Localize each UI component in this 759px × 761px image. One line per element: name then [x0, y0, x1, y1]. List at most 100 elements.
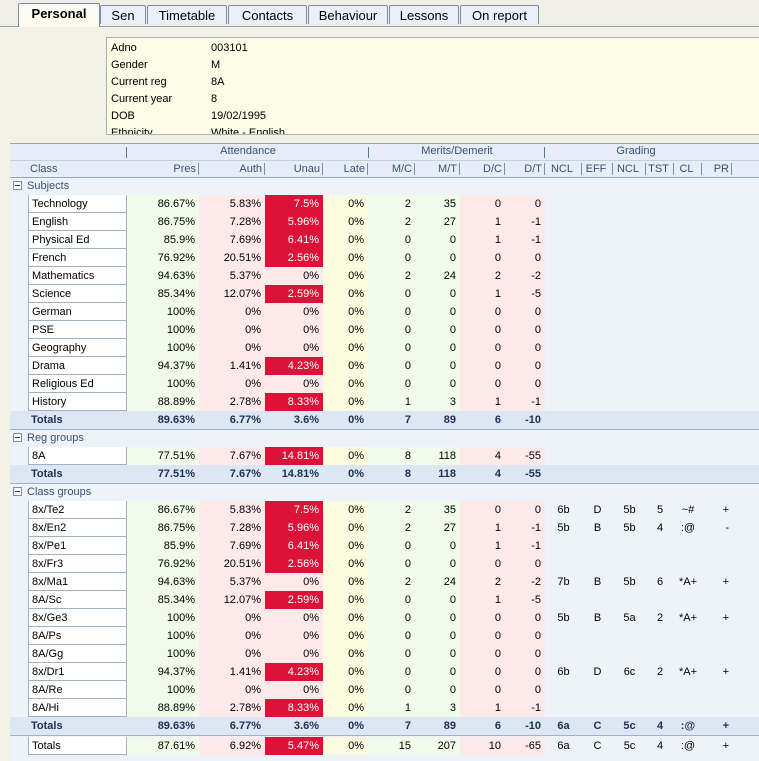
table-row[interactable]: Technology 86.67% 5.83% 7.5% 0% 2 35 0 0	[10, 195, 759, 213]
table-row[interactable]: 8x/Ma1 94.63% 5.37% 0% 0% 2 24 2 -2 7b B 5b 6 *A+ +	[10, 573, 759, 591]
col-tst[interactable]: TST	[646, 163, 674, 175]
grand-total-row[interactable]: Totals 87.61% 6.92% 5.47% 0% 15 207 10 -65 6a C 5c 4…	[10, 737, 759, 755]
tab-lessons[interactable]: Lessons	[389, 5, 459, 24]
cell-unau: 0%	[265, 609, 323, 627]
cell-tst	[646, 699, 674, 717]
cell-dt: -10	[505, 717, 545, 735]
collapse-icon[interactable]	[13, 433, 22, 442]
section-subjects[interactable]: Subjects	[10, 177, 759, 195]
col-ncl2[interactable]: NCL	[613, 163, 646, 175]
cell-cl: *A+	[678, 666, 698, 678]
section-reg-groups[interactable]: Reg groups	[10, 429, 759, 447]
col-mc[interactable]: M/C	[368, 163, 415, 175]
totals-row[interactable]: Totals 89.63% 6.77% 3.6% 0% 7 89 6 -10 6a C 5c 4:@ +	[10, 717, 759, 736]
table-row[interactable]: Science 85.34% 12.07% 2.59% 0% 0 0 1 -5	[10, 285, 759, 303]
col-cl[interactable]: CL	[674, 163, 702, 175]
cell-unau: 0%	[265, 573, 323, 591]
table-row[interactable]: PSE 100% 0% 0% 0% 0 0 0 0	[10, 321, 759, 339]
table-row[interactable]: 8x/Te2 86.67% 5.83% 7.5% 0% 2 35 0 0 6b D 5b 5 ~# +	[10, 501, 759, 519]
cell-cl: :@	[680, 740, 696, 752]
cell-dt: 0	[505, 645, 545, 663]
info-label: DOB	[111, 110, 135, 122]
cell-dc: 0	[460, 501, 505, 519]
col-class[interactable]: Class	[30, 163, 58, 175]
cell-dc: 1	[460, 213, 505, 231]
cell-ncl	[545, 627, 582, 645]
cell-ncl2	[613, 213, 646, 231]
table-row[interactable]: 8A/Sc 85.34% 12.07% 2.59% 0% 0 0 1 -5	[10, 591, 759, 609]
cell-auth: 20.51%	[199, 249, 265, 267]
tab-personal[interactable]: Personal	[18, 3, 100, 27]
col-dt[interactable]: D/T	[505, 163, 545, 175]
totals-row[interactable]: Totals 77.51% 7.67% 14.81% 0% 8 118 4 -55	[10, 465, 759, 484]
cell-ncl2: 5b	[623, 504, 636, 516]
table-row[interactable]: Physical Ed 85.9% 7.69% 6.41% 0% 0 0 1 -1	[10, 231, 759, 249]
table-row[interactable]: 8A/Gg 100% 0% 0% 0% 0 0 0 0	[10, 645, 759, 663]
col-late[interactable]: Late	[323, 163, 368, 175]
table-row[interactable]: Drama 94.37% 1.41% 4.23% 0% 0 0 0 0	[10, 357, 759, 375]
collapse-icon[interactable]	[13, 181, 22, 190]
tab-behaviour[interactable]: Behaviour	[308, 5, 388, 24]
cell-ncl	[545, 339, 582, 357]
cell-cl	[674, 357, 702, 375]
table-row[interactable]: German 100% 0% 0% 0% 0 0 0 0	[10, 303, 759, 321]
col-eff[interactable]: EFF	[582, 163, 613, 175]
cell-ncl	[545, 321, 582, 339]
col-auth[interactable]: Auth	[199, 163, 265, 175]
cell-ncl2	[613, 681, 646, 699]
section-label: Reg groups	[27, 432, 84, 444]
tab-contacts[interactable]: Contacts	[228, 5, 307, 24]
section-class-groups[interactable]: Class groups	[10, 483, 759, 501]
cell-pres: 94.63%	[127, 267, 199, 285]
cell-dt: 0	[505, 627, 545, 645]
table-row[interactable]: 8x/Fr3 76.92% 20.51% 2.56% 0% 0 0 0 0	[10, 555, 759, 573]
cell-pr	[702, 681, 732, 699]
tab-timetable[interactable]: Timetable	[147, 5, 227, 24]
table-row[interactable]: English 86.75% 7.28% 5.96% 0% 2 27 1 -1	[10, 213, 759, 231]
cell-pr: -	[725, 522, 729, 534]
cell-dc: 6	[460, 411, 505, 429]
row-label: Geography	[28, 339, 127, 357]
cell-dc: 0	[460, 555, 505, 573]
tab-on-report[interactable]: On report	[460, 5, 539, 24]
col-pr[interactable]: PR	[702, 163, 732, 175]
col-unau[interactable]: Unau	[265, 163, 323, 175]
cell-mc: 2	[368, 267, 415, 285]
table-row[interactable]: Mathematics 94.63% 5.37% 0% 0% 2 24 2 -2	[10, 267, 759, 285]
cell-ncl	[545, 249, 582, 267]
table-row[interactable]: 8x/Dr1 94.37% 1.41% 4.23% 0% 0 0 0 0 6b D 6c 2 *A+ +	[10, 663, 759, 681]
cell-pres: 85.9%	[127, 231, 199, 249]
cell-dc: 2	[460, 573, 505, 591]
cell-mt: 89	[415, 717, 460, 735]
col-pres[interactable]: Pres	[127, 163, 199, 175]
row-label: Totals	[28, 411, 127, 429]
cell-tst	[646, 213, 674, 231]
table-row[interactable]: 8x/Ge3 100% 0% 0% 0% 0 0 0 0 5b B 5a 2 *A+ +	[10, 609, 759, 627]
cell-dc: 10	[460, 737, 505, 755]
table-row[interactable]: 8A/Re 100% 0% 0% 0% 0 0 0 0	[10, 681, 759, 699]
table-row[interactable]: 8A/Ps 100% 0% 0% 0% 0 0 0 0	[10, 627, 759, 645]
table-row[interactable]: 8A/Hi 88.89% 2.78% 8.33% 0% 1 3 1 -1	[10, 699, 759, 717]
totals-row[interactable]: Totals 89.63% 6.77% 3.6% 0% 7 89 6 -10	[10, 411, 759, 430]
table-row[interactable]: 8x/Pe1 85.9% 7.69% 6.41% 0% 0 0 1 -1	[10, 537, 759, 555]
cell-ncl: 7b	[557, 576, 570, 588]
table-row[interactable]: French 76.92% 20.51% 2.56% 0% 0 0 0 0	[10, 249, 759, 267]
cell-dt: -1	[505, 393, 545, 411]
cell-pr: +	[722, 740, 729, 752]
table-row[interactable]: 8A 77.51% 7.67% 14.81% 0% 8 118 4 -55	[10, 447, 759, 465]
table-row[interactable]: Religious Ed 100% 0% 0% 0% 0 0 0 0	[10, 375, 759, 393]
col-ncl[interactable]: NCL	[545, 163, 582, 175]
cell-ncl2	[613, 375, 646, 393]
col-mt[interactable]: M/T	[415, 163, 460, 175]
cell-ncl	[545, 267, 582, 285]
collapse-icon[interactable]	[13, 487, 22, 496]
table-row[interactable]: History 88.89% 2.78% 8.33% 0% 1 3 1 -1	[10, 393, 759, 411]
info-value: 8	[211, 93, 218, 105]
col-dc[interactable]: D/C	[460, 163, 505, 175]
cell-auth: 12.07%	[199, 285, 265, 303]
cell-auth: 5.37%	[199, 573, 265, 591]
tab-sen[interactable]: Sen	[100, 5, 146, 24]
table-row[interactable]: Geography 100% 0% 0% 0% 0 0 0 0	[10, 339, 759, 357]
cell-pres: 76.92%	[127, 555, 199, 573]
table-row[interactable]: 8x/En2 86.75% 7.28% 5.96% 0% 2 27 1 -1 5b B 5b 4:@ -	[10, 519, 759, 537]
